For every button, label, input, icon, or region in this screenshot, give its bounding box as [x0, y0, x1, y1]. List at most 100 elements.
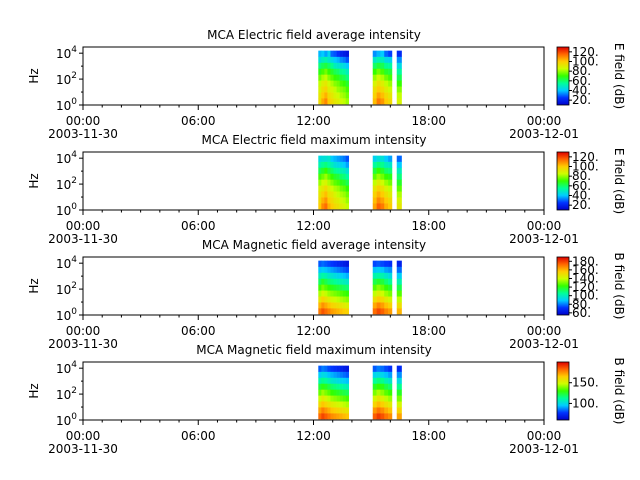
spectrogram-cell: [372, 197, 377, 204]
spectrogram-cell: [324, 389, 328, 396]
spectrogram-cell: [376, 308, 381, 315]
spectrogram-cell: [330, 74, 334, 81]
spectrogram-cell: [321, 50, 325, 57]
colorbar-tick-label: 80.: [572, 297, 591, 311]
spectrogram-cell: [388, 272, 393, 279]
spectrogram-cell: [324, 266, 328, 273]
spectrogram-cell: [330, 290, 334, 297]
x-tick-label: 00:00: [527, 324, 562, 338]
spectrogram-cell: [339, 377, 343, 384]
spectrogram-cell: [342, 308, 346, 315]
spectrogram-cell: [333, 203, 337, 210]
spectrogram-cell: [342, 161, 346, 168]
spectrogram-cell: [321, 308, 325, 315]
spectrogram-cell: [336, 302, 340, 309]
x-tick-label: 18:00: [411, 429, 446, 443]
spectrogram-cell: [324, 50, 328, 57]
spectrogram-cell: [345, 50, 350, 57]
spectrogram-cell: [388, 284, 393, 291]
spectrogram-cell: [372, 173, 377, 180]
spectrogram-cell: [380, 413, 385, 420]
spectrogram-cell: [336, 167, 340, 174]
spectrogram-cell: [339, 167, 343, 174]
spectrogram-cell: [336, 185, 340, 192]
spectrogram-cell: [324, 395, 328, 402]
x-date-label-end: 2003-12-01: [509, 127, 579, 141]
spectrogram-cell: [342, 266, 346, 273]
spectrogram-cell: [327, 365, 331, 372]
spectrogram-cell: [345, 383, 350, 390]
spectrogram-cell: [388, 365, 393, 372]
spectrogram-cell: [342, 167, 346, 174]
spectrogram-cell: [388, 155, 393, 162]
spectrogram-cell: [384, 266, 389, 273]
spectrogram-cell: [345, 203, 350, 210]
spectrogram-cell: [339, 203, 343, 210]
spectrogram-cell: [333, 284, 337, 291]
spectrogram-cell: [333, 260, 337, 267]
spectrogram-cell: [384, 92, 389, 99]
spectrogram-cell: [324, 80, 328, 87]
spectrogram-cell: [321, 278, 325, 285]
spectrogram-cell: [336, 68, 340, 75]
spectrogram-cell: [342, 395, 346, 402]
spectrogram-cell: [380, 260, 385, 267]
colorbar: [556, 361, 570, 421]
spectrogram-cell: [330, 266, 334, 273]
spectrogram-cell: [396, 401, 402, 408]
spectrogram-cell: [327, 377, 331, 384]
spectrogram-cell: [333, 272, 337, 279]
spectrogram-cell: [345, 302, 350, 309]
spectrogram-cell: [384, 86, 389, 93]
spectrogram-cell: [376, 185, 381, 192]
spectrogram-cell: [396, 74, 402, 81]
spectrogram-cell: [384, 395, 389, 402]
spectrogram-cell: [333, 62, 337, 69]
spectrogram-cell: [318, 413, 322, 420]
x-tick-label: 00:00: [66, 219, 101, 233]
spectrogram-cell: [324, 203, 328, 210]
spectrogram-cell: [321, 86, 325, 93]
spectrogram-cell: [330, 80, 334, 87]
spectrogram-cell: [330, 173, 334, 180]
colorbar-tick-label: 80.: [572, 64, 591, 78]
spectrogram-cell: [324, 284, 328, 291]
spectrogram-cell: [380, 173, 385, 180]
spectrogram-cell: [339, 68, 343, 75]
spectrogram-cell: [339, 62, 343, 69]
spectrogram-cell: [396, 179, 402, 186]
spectrogram-cell: [388, 401, 393, 408]
spectrogram-cell: [372, 98, 377, 105]
spectrogram-cell: [345, 371, 350, 378]
spectrogram-cell: [345, 62, 350, 69]
spectrogram-cell: [380, 407, 385, 414]
spectrogram-cell: [388, 197, 393, 204]
spectrogram-cell: [324, 371, 328, 378]
spectrogram-cell: [384, 50, 389, 57]
spectrogram-cell: [342, 74, 346, 81]
spectrogram-cell: [380, 56, 385, 63]
spectrogram-cell: [396, 272, 402, 279]
spectrogram-cell: [336, 290, 340, 297]
spectrogram-cell: [396, 260, 402, 267]
spectrogram-cell: [330, 167, 334, 174]
plot-frame: [82, 256, 545, 316]
spectrogram-cell: [321, 290, 325, 297]
spectrogram-cell: [339, 50, 343, 57]
spectrogram-cell: [333, 92, 337, 99]
spectrogram-cell: [327, 284, 331, 291]
x-date-label-start: 2003-11-30: [48, 337, 118, 351]
spectrogram-cell: [384, 62, 389, 69]
spectrogram-cell: [380, 86, 385, 93]
spectrogram-cell: [345, 290, 350, 297]
spectrogram-cell: [330, 185, 334, 192]
spectrogram-cell: [321, 395, 325, 402]
x-tick-label: 00:00: [66, 114, 101, 128]
spectrogram-cell: [380, 389, 385, 396]
spectrogram-cell: [396, 284, 402, 291]
spectrogram-cell: [318, 365, 322, 372]
spectrogram-cell: [376, 371, 381, 378]
spectrogram-cell: [327, 203, 331, 210]
spectrogram-cell: [318, 278, 322, 285]
colorbar-tick-label: 100.: [572, 160, 599, 174]
